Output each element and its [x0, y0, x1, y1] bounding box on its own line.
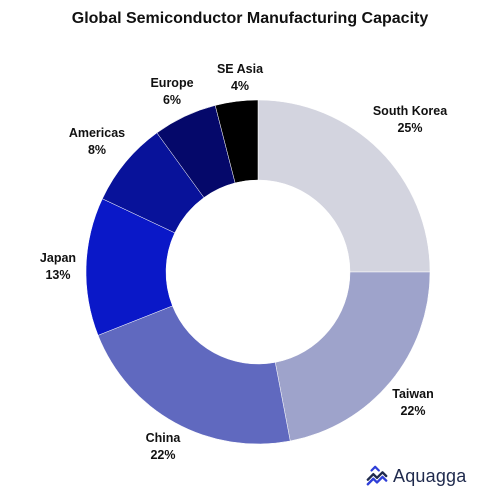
brand-logo: Aquagga — [366, 463, 466, 489]
slice-value-taiwan: 22% — [400, 404, 425, 418]
slice-label-china: China — [146, 431, 182, 445]
slice-value-china: 22% — [150, 448, 175, 462]
slice-value-south-korea: 25% — [397, 121, 422, 135]
donut-slices — [85, 99, 431, 445]
slice-label-americas: Americas — [69, 126, 125, 140]
slice-china — [97, 305, 291, 445]
chart-title: Global Semiconductor Manufacturing Capac… — [71, 10, 429, 27]
slice-labels: South Korea 25% Taiwan 22% China 22% Japan 13% A… — [40, 62, 448, 462]
slice-value-europe: 6% — [163, 93, 181, 107]
slice-south-korea — [257, 99, 431, 273]
slice-value-americas: 8% — [88, 143, 106, 157]
slice-label-japan: Japan — [40, 251, 76, 265]
slice-label-south-korea: South Korea — [373, 104, 448, 118]
slice-label-europe: Europe — [150, 76, 193, 90]
slice-label-se-asia: SE Asia — [217, 62, 264, 76]
slice-taiwan — [274, 271, 431, 442]
logo-text: Aquagga — [393, 465, 467, 486]
slice-label-taiwan: Taiwan — [392, 387, 433, 401]
slice-value-se-asia: 4% — [231, 79, 249, 93]
aquagga-logo-icon — [366, 465, 388, 486]
slice-value-japan: 13% — [45, 268, 70, 282]
slice-se-asia — [214, 99, 259, 184]
